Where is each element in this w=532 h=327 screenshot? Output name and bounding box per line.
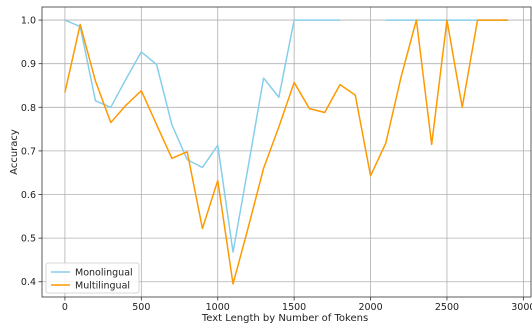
- series-line-multilingual: [64, 19, 509, 285]
- x-tick-label: 1500: [282, 302, 306, 313]
- x-tick-label: 500: [132, 302, 150, 313]
- y-axis-label: Accuracy: [9, 129, 20, 175]
- x-tick-label: 0: [62, 302, 68, 313]
- x-tick-label: 1000: [206, 302, 230, 313]
- x-axis-label: Text Length by Number of Tokens: [201, 313, 368, 324]
- y-tick-label: 0.8: [21, 103, 36, 114]
- x-tick-label: 2500: [435, 302, 459, 313]
- series-line-monolingual: [64, 19, 509, 253]
- grid-lines: [42, 7, 531, 297]
- plot-frame: [41, 6, 532, 298]
- series-lines: [64, 19, 509, 285]
- y-tick-label: 1.0: [21, 16, 36, 27]
- y-tick-label: 0.9: [21, 59, 36, 70]
- y-tick-label: 0.7: [21, 146, 36, 157]
- legend: Monolingual Multilingual: [45, 262, 140, 294]
- y-tick-label: 0.4: [21, 277, 36, 288]
- y-tick-label: 0.5: [21, 234, 36, 245]
- legend-label: Monolingual: [75, 268, 133, 279]
- x-tick-label: 2000: [358, 302, 382, 313]
- legend-label: Multilingual: [75, 281, 130, 292]
- y-tick-label: 0.6: [21, 190, 36, 201]
